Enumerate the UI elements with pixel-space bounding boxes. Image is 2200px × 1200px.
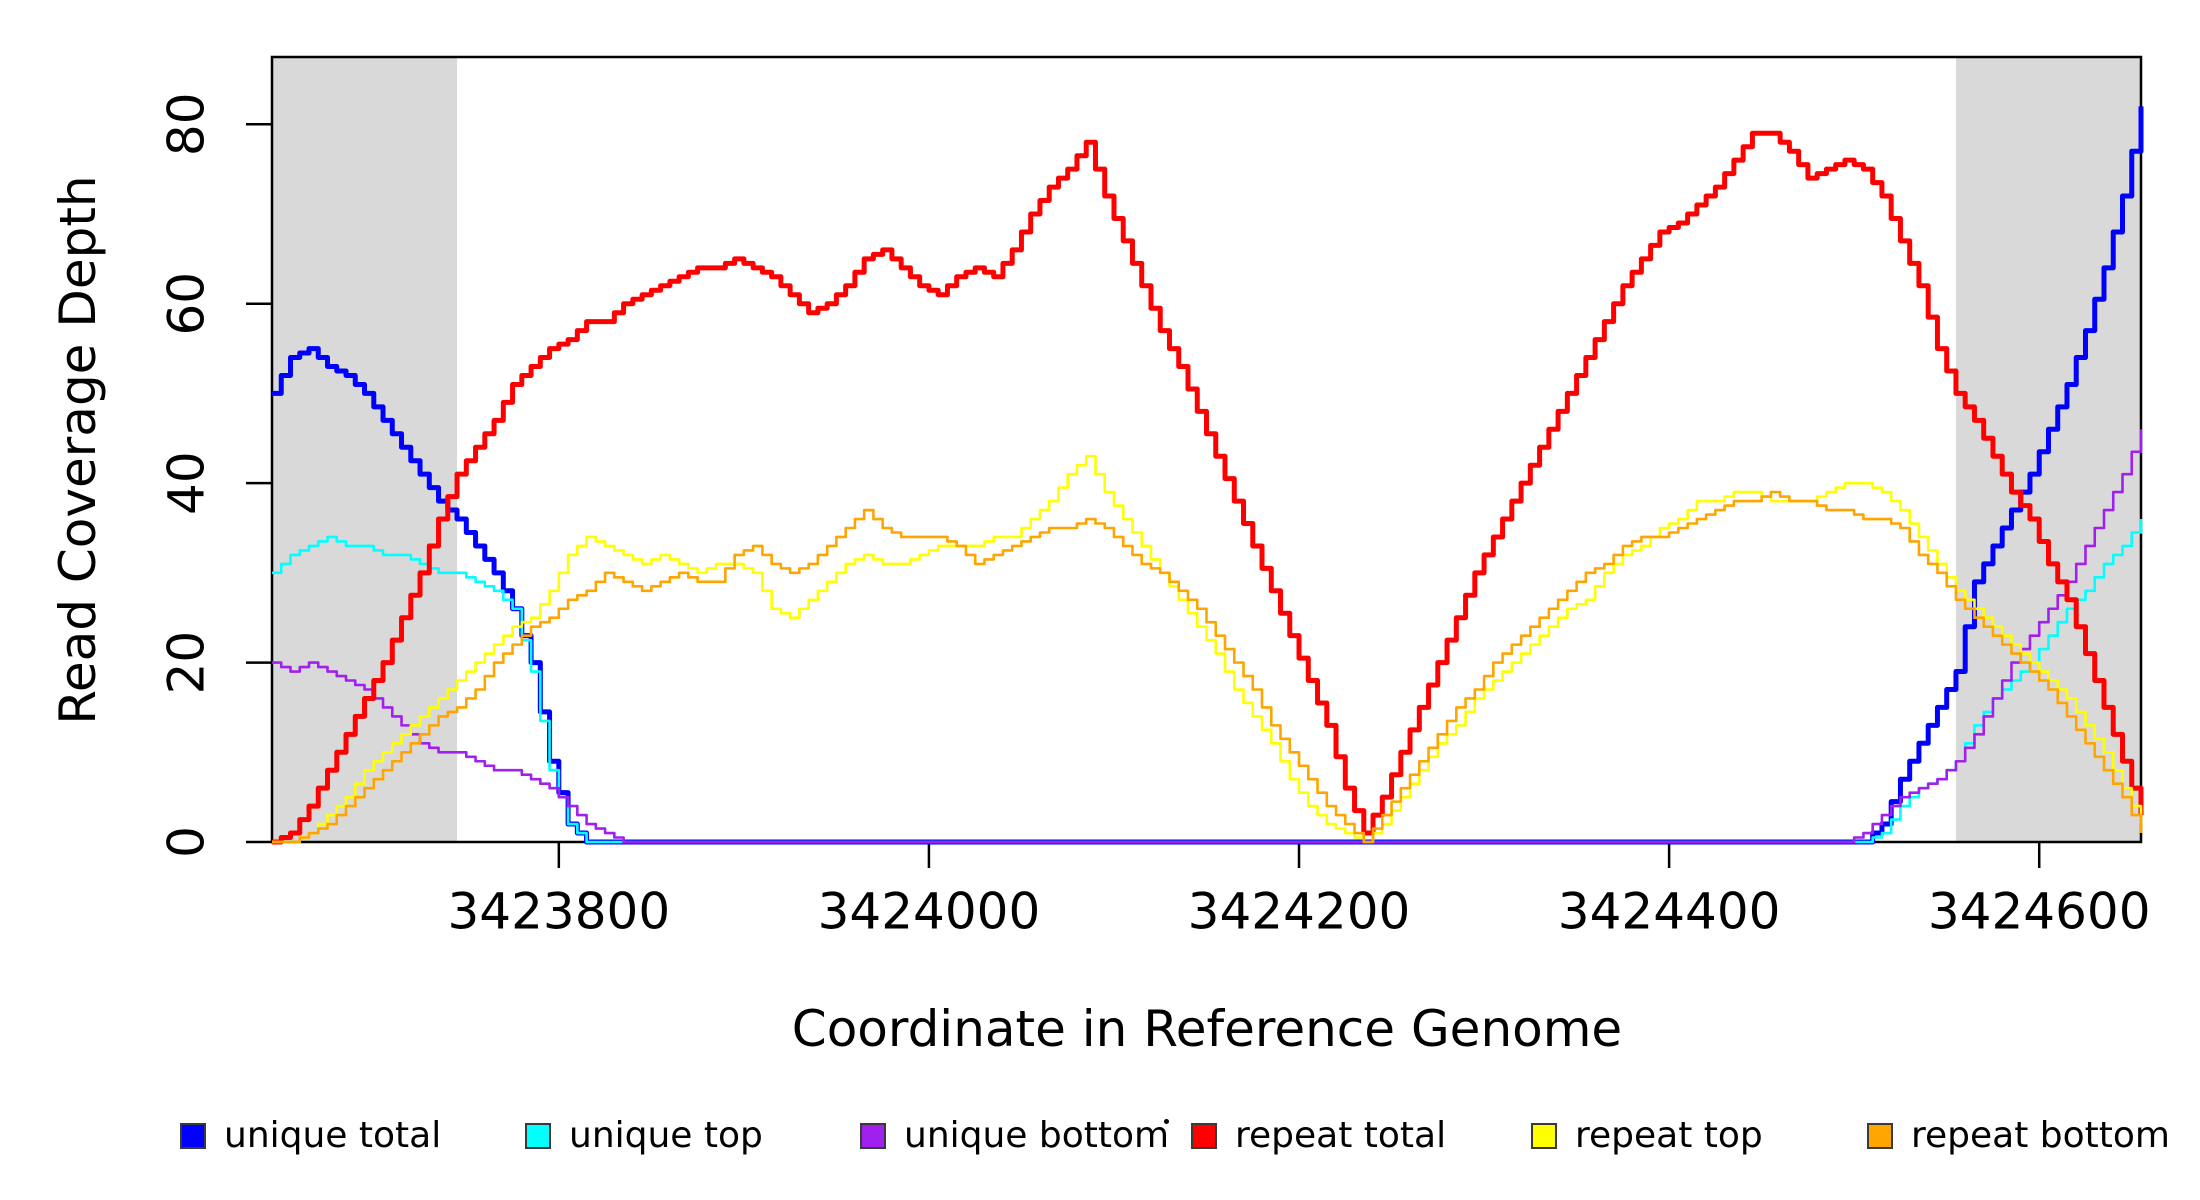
- series-unique-total: [272, 106, 2144, 845]
- legend-item-unique-top: unique top: [525, 1108, 763, 1164]
- repeat-bottom-swatch-icon: [1867, 1123, 1893, 1149]
- y-axis-title: Read Coverage Depth: [49, 175, 107, 725]
- x-tick-label: 3424200: [1188, 883, 1411, 941]
- y-tick-label: 60: [158, 272, 216, 336]
- legend-item-unique-total: unique total: [180, 1108, 441, 1164]
- unique-total-swatch-icon: [180, 1123, 206, 1149]
- y-tick-label: 0: [158, 826, 216, 858]
- series-unique-top: [272, 519, 2143, 844]
- legend-label: repeat total: [1235, 1115, 1447, 1156]
- legend-label: unique top: [569, 1115, 763, 1156]
- y-tick-label: 20: [158, 631, 216, 695]
- series-group: [272, 106, 2144, 845]
- legend-item-repeat-top: repeat top: [1531, 1108, 1763, 1164]
- series-unique-bottom: [272, 429, 2143, 844]
- x-tick-label: 3424600: [1928, 883, 2151, 941]
- plot-legend: unique total unique top unique bottom re…: [0, 1108, 2200, 1168]
- legend-label: repeat top: [1575, 1115, 1763, 1156]
- legend-item-unique-bottom: unique bottom: [860, 1108, 1169, 1164]
- repeat-total-swatch-icon: [1191, 1123, 1217, 1149]
- x-tick-label: 3423800: [447, 883, 670, 941]
- legend-item-repeat-bottom: repeat bottom: [1867, 1108, 2170, 1164]
- x-tick-label: 3424400: [1558, 883, 1781, 941]
- y-tick-label: 80: [158, 92, 216, 156]
- legend-label: unique total: [224, 1115, 442, 1156]
- stray-point-mark: [1164, 1119, 1169, 1124]
- series-repeat-total: [272, 130, 2144, 845]
- x-tick-label: 3424000: [818, 883, 1041, 941]
- legend-label: unique bottom: [904, 1115, 1170, 1156]
- unique-bottom-swatch-icon: [860, 1123, 886, 1149]
- x-axis-title: Coordinate in Reference Genome: [791, 1000, 1623, 1058]
- y-tick-label: 40: [158, 451, 216, 515]
- series-repeat-bottom: [272, 490, 2143, 844]
- series-repeat-top: [272, 454, 2143, 844]
- legend-item-repeat-total: repeat total: [1191, 1108, 1446, 1164]
- legend-label: repeat bottom: [1911, 1115, 2170, 1156]
- repeat-top-swatch-icon: [1531, 1123, 1557, 1149]
- plot-box: [270, 55, 2143, 844]
- unique-top-swatch-icon: [525, 1123, 551, 1149]
